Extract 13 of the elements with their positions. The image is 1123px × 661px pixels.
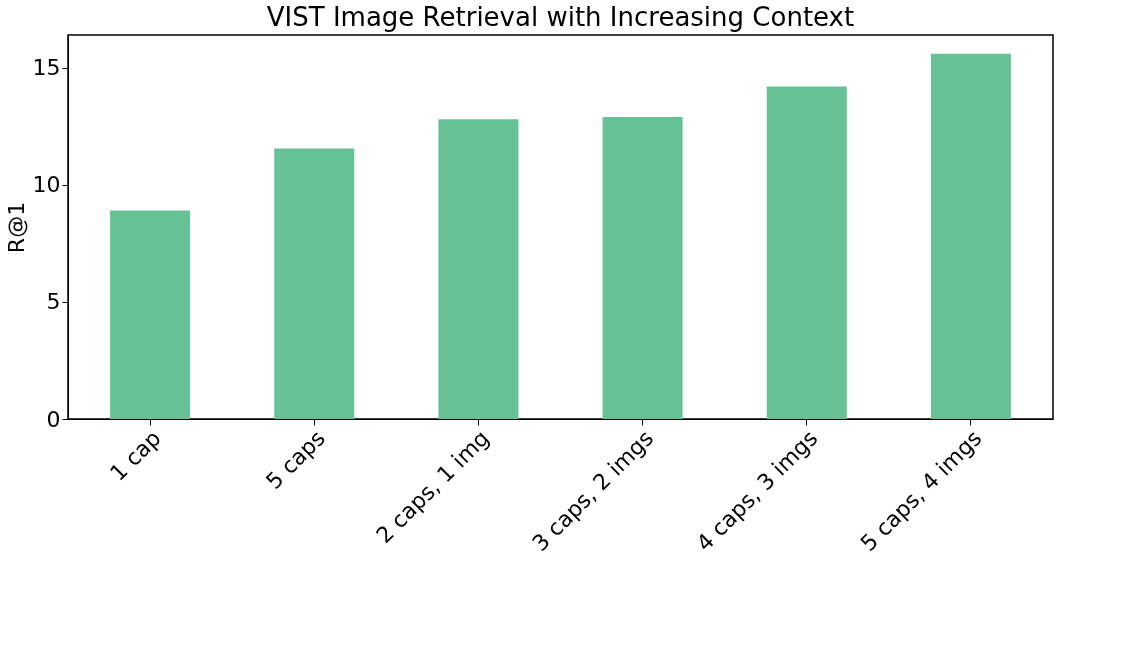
x-tick-label: 1 cap [105,425,166,486]
bar [930,53,1011,419]
y-tick-label: 0 [46,406,61,432]
y-tick-label: 5 [46,289,61,315]
bar [274,148,355,419]
y-axis-title: R@1 [3,201,29,254]
bar [766,86,847,419]
bar [438,119,519,419]
bar [602,116,683,419]
bar [110,210,191,419]
y-tick-label: 15 [32,55,61,81]
chart-title: VIST Image Retrieval with Increasing Context [266,2,855,32]
y-tick-label: 10 [32,172,61,198]
